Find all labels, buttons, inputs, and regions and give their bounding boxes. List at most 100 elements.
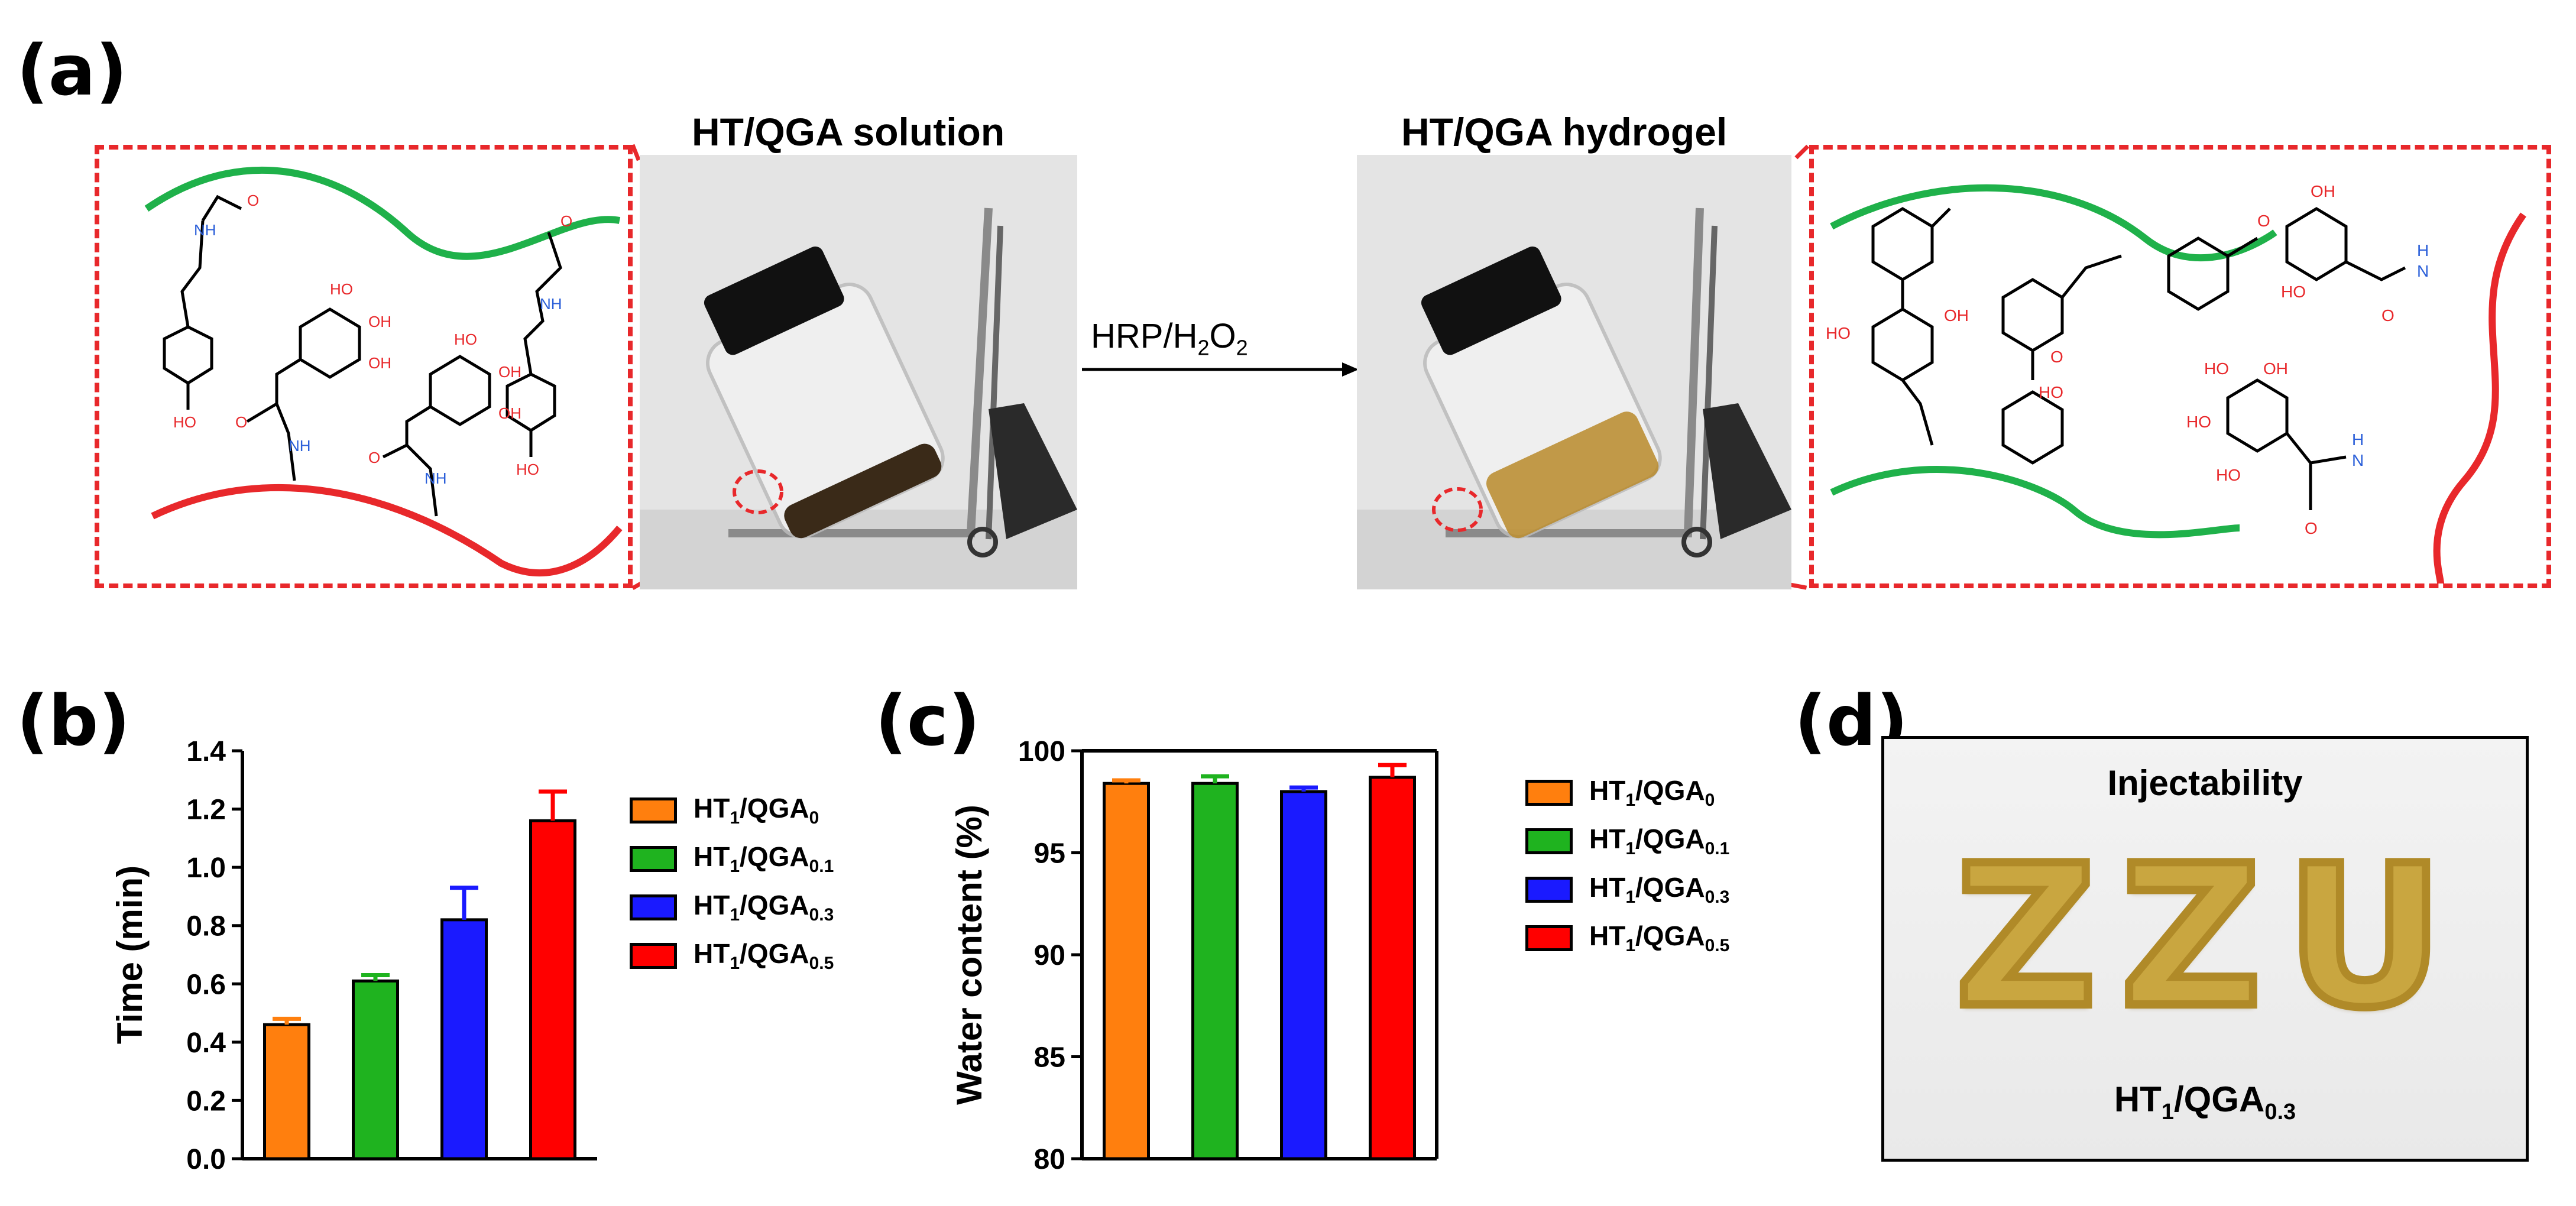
legend-swatch: [1525, 828, 1573, 854]
label-nh: NH: [540, 295, 562, 313]
y-tick-label: 90: [1034, 940, 1065, 971]
y-tick-label: 95: [1034, 838, 1065, 870]
legend-item: HT1/QGA0.5: [630, 932, 834, 980]
label-o: O: [235, 413, 247, 431]
label-ho: HO: [2281, 283, 2306, 301]
legend-item: HT1/QGA0: [1525, 769, 1729, 817]
label-o: O: [2050, 348, 2063, 366]
y-tick-label: 100: [1018, 736, 1065, 767]
legend-item: HT1/QGA0.3: [1525, 865, 1729, 914]
label-ho: HO: [516, 461, 539, 478]
label-nh: NH: [289, 437, 311, 455]
solution-structure-diagram: O NH HO O NH HO OH OH O NH HO OH OH O NH…: [144, 166, 623, 576]
label-oh: OH: [1944, 306, 1969, 325]
label-ho: HO: [454, 330, 477, 348]
y-tick-label: 1.4: [186, 736, 226, 767]
label-o: O: [2257, 212, 2270, 230]
bar: [263, 1023, 310, 1160]
panel-c-label: (c): [875, 680, 980, 761]
label-nh: NH: [194, 221, 216, 239]
hydrogel-vial-photo: [1357, 155, 1791, 589]
y-tick-label: 0.0: [186, 1144, 226, 1175]
label-h: H: [2417, 241, 2429, 260]
chart-c-legend: HT1/QGA0 HT1/QGA0.1 HT1/QGA0.3 HT1/QGA0.5: [1525, 769, 1729, 962]
panel-b-label: (b): [17, 680, 131, 761]
label-ho: HO: [2039, 383, 2063, 401]
label-oh: OH: [368, 313, 391, 330]
label-o: O: [2381, 306, 2394, 325]
label-nh: NH: [425, 469, 447, 487]
legend-swatch: [630, 797, 677, 824]
zzu-gel-letters: ZZU: [1951, 824, 2468, 1051]
injectability-title: Injectability: [2107, 763, 2303, 803]
legend-item: HT1/QGA0.1: [1525, 817, 1729, 865]
legend-label: HT1/QGA0: [1589, 775, 1715, 811]
legend-swatch: [1525, 925, 1573, 951]
reaction-label: HRP/H2O2: [1091, 317, 1248, 360]
y-tick-label: 0.8: [186, 911, 226, 942]
legend-label: HT1/QGA0.5: [694, 938, 834, 974]
y-tick-label: 1.2: [186, 795, 226, 826]
legend-swatch: [630, 894, 677, 920]
legend-label: HT1/QGA0.3: [694, 890, 834, 925]
label-o: O: [247, 192, 259, 209]
y-tick-label: 0.2: [186, 1085, 226, 1117]
y-axis-label: Time (min): [110, 865, 150, 1044]
label-h: H: [2352, 430, 2364, 449]
bar: [440, 918, 488, 1160]
label-n: N: [2352, 451, 2364, 469]
y-tick-label: 0.6: [186, 969, 226, 1000]
legend-label: HT1/QGA0.1: [1589, 824, 1730, 859]
vial-hydrogel-illustration: [1357, 155, 1791, 589]
legend-swatch: [1525, 780, 1573, 806]
y-tick-label: 85: [1034, 1042, 1065, 1074]
hydrogel-structure-diagram: HO OH HO O O OH HO HO OH HO HO O O H N H…: [1826, 182, 2526, 583]
label-ho: HO: [173, 413, 196, 431]
vial-solution-illustration: [640, 155, 1077, 589]
label-ho: HO: [2186, 413, 2211, 431]
bar: [1103, 782, 1150, 1160]
label-ho: HO: [1826, 324, 1851, 342]
hydrogel-structure-box: HO OH HO O O OH HO HO OH HO HO O O H N H…: [1809, 145, 2551, 588]
legend-label: HT1/QGA0.1: [694, 841, 834, 877]
legend-label: HT1/QGA0: [694, 793, 819, 828]
label-ho: HO: [2216, 466, 2241, 484]
chart-b-legend: HT1/QGA0 HT1/QGA0.1 HT1/QGA0.3 HT1/QGA0.5: [630, 786, 834, 980]
injectability-caption: HT1/QGA0.3: [2114, 1079, 2296, 1124]
solution-title: HT/QGA solution: [692, 110, 1005, 154]
legend-swatch: [630, 943, 677, 969]
label-oh: OH: [368, 354, 391, 372]
y-tick-label: 0.4: [186, 1027, 226, 1059]
solution-structure-box: O NH HO O NH HO OH OH O NH HO OH OH O NH…: [95, 145, 633, 588]
legend-item: HT1/QGA0: [630, 786, 834, 835]
bar: [352, 979, 399, 1160]
hydrogel-title: HT/QGA hydrogel: [1401, 110, 1728, 154]
label-oh: OH: [498, 404, 521, 422]
label-n: N: [2417, 262, 2429, 280]
legend-item: HT1/QGA0.1: [630, 835, 834, 883]
injectability-photo: Injectability ZZU HT1/QGA0.3: [1881, 736, 2529, 1162]
legend-item: HT1/QGA0.5: [1525, 914, 1729, 962]
label-o: O: [560, 212, 572, 230]
legend-label: HT1/QGA0.5: [1589, 920, 1730, 956]
legend-label: HT1/QGA0.3: [1589, 872, 1730, 907]
label-o: O: [368, 449, 380, 466]
gelation-time-chart: 0.0 0.2 0.4 0.6 0.8 1.0 1.2 1.4 Time (min): [110, 736, 597, 1175]
legend-swatch: [630, 846, 677, 872]
reaction-arrow: [1082, 362, 1359, 377]
y-tick-label: 1.0: [186, 852, 226, 884]
bar: [529, 819, 576, 1160]
y-axis-label: Water content (%): [950, 805, 989, 1105]
legend-item: HT1/QGA0.3: [630, 883, 834, 932]
label-ho: HO: [2204, 359, 2229, 378]
label-o: O: [2305, 519, 2318, 537]
panel-a-label: (a): [17, 30, 128, 111]
label-oh: OH: [498, 363, 521, 381]
legend-swatch: [1525, 877, 1573, 903]
bar: [1191, 782, 1239, 1160]
label-oh: OH: [2263, 359, 2288, 378]
bar: [1280, 790, 1327, 1160]
water-content-chart: 80 85 90 95 100 Water content (%): [950, 736, 1438, 1175]
solution-vial-photo: [640, 155, 1077, 589]
label-oh: OH: [2311, 182, 2335, 200]
